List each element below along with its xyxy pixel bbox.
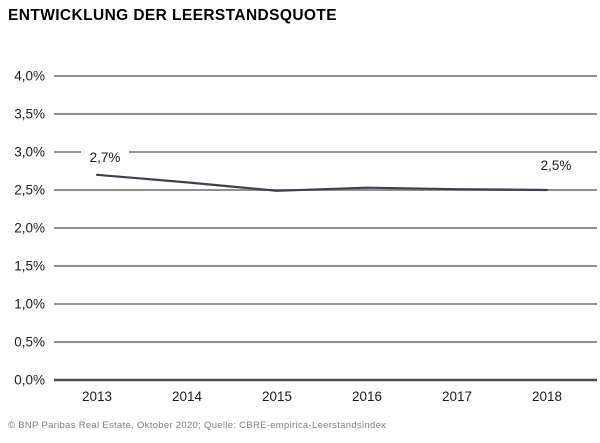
y-tick-label: 3,0% [14,145,45,160]
source-caption: © BNP Paribas Real Estate, Oktober 2020;… [8,420,387,431]
y-tick-label: 1,5% [14,259,45,274]
y-tick-label: 0,5% [14,335,45,350]
x-tick-label: 2015 [262,389,292,404]
data-point-label: 2,5% [541,158,572,173]
y-tick-label: 2,5% [14,183,45,198]
x-tick-label: 2017 [442,389,472,404]
x-tick-label: 2014 [172,389,203,404]
x-tick-label: 2016 [352,389,382,404]
y-tick-label: 4,0% [14,69,45,84]
vacancy-rate-line [95,173,549,192]
annotation-label-bg [81,148,129,166]
x-tick-label: 2018 [532,389,562,404]
y-tick-label: 1,0% [14,297,45,312]
y-tick-label: 0,0% [14,373,45,388]
annotation-label-bg [532,157,580,174]
x-tick-label: 2013 [82,389,112,404]
data-point-label: 2,7% [90,150,121,165]
chart-title: ENTWICKLUNG DER LEERSTANDSQUOTE [8,7,337,24]
y-tick-label: 2,0% [14,221,45,236]
y-tick-label: 3,5% [14,107,45,122]
